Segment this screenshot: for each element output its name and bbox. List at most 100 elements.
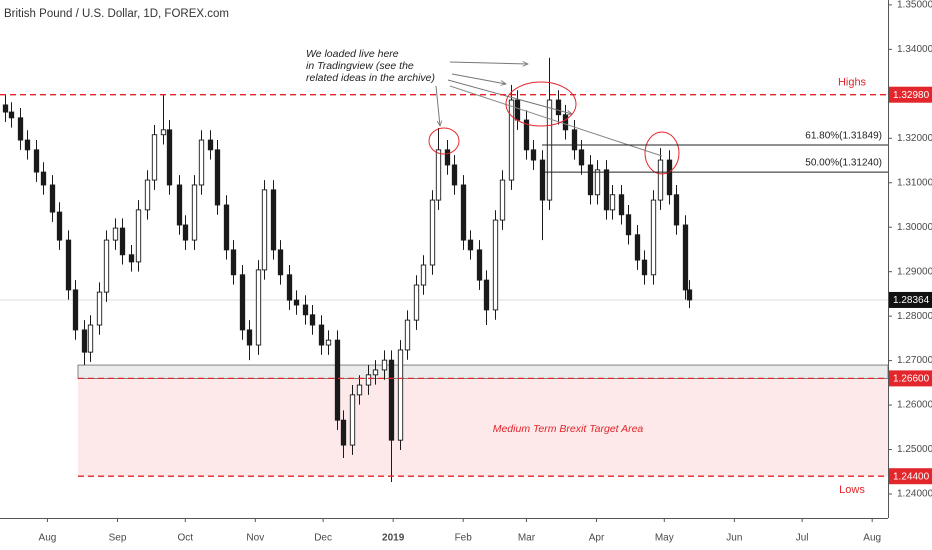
overlay: 61.80%(1.31849) 50.00%(1.31240) We loaded … <box>0 48 888 496</box>
candle <box>523 110 530 160</box>
candle-body <box>546 99 553 201</box>
candle <box>151 124 158 190</box>
candle-body <box>562 114 569 131</box>
arrow <box>451 73 506 84</box>
annotation-text: We loaded live here <box>306 48 399 60</box>
price-tag-label: 1.26600 <box>893 374 930 385</box>
candle <box>634 224 641 270</box>
candle <box>571 120 578 160</box>
candle-body <box>530 149 537 161</box>
candle-body <box>270 189 277 251</box>
x-tick-label: Aug <box>39 533 57 544</box>
candle <box>72 280 79 340</box>
fib-label: 61.80%(1.31849) <box>805 131 882 142</box>
candle <box>112 218 119 250</box>
candle-body <box>451 164 458 186</box>
y-tick-label: 1.25000 <box>897 444 932 455</box>
candle <box>191 175 198 250</box>
price-tag-label: 1.24400 <box>893 471 930 482</box>
candle-body <box>2 104 9 113</box>
candle <box>261 180 268 280</box>
candle-body <box>144 179 151 211</box>
candle <box>682 215 689 300</box>
candle-body <box>397 349 404 441</box>
candle <box>49 175 56 222</box>
candle <box>214 140 221 215</box>
candle-body <box>650 199 657 276</box>
x-tick-label: Sep <box>109 533 127 544</box>
candle-body <box>293 299 300 306</box>
candle-body <box>476 249 483 281</box>
candle <box>657 148 664 210</box>
x-tick-label: 2019 <box>382 533 405 544</box>
highlight-circle <box>644 131 680 175</box>
highlight-circle <box>428 127 460 155</box>
candle-body <box>302 304 309 316</box>
candle <box>293 290 300 315</box>
candle <box>349 385 356 455</box>
candle-body <box>72 289 79 331</box>
price-tag-label: 1.28364 <box>893 295 930 306</box>
candle-body <box>508 99 515 181</box>
candle <box>246 320 253 361</box>
candle-body <box>381 359 388 371</box>
candle-body <box>686 289 693 301</box>
chart-title: British Pound / U.S. Dollar, 1D, FOREX.c… <box>4 8 229 20</box>
candle <box>17 108 24 150</box>
candle <box>24 130 31 160</box>
candle <box>356 375 363 405</box>
candle-body <box>318 324 325 346</box>
candle <box>650 190 657 285</box>
candle-body <box>483 279 490 311</box>
arrow <box>449 62 528 64</box>
candle <box>340 410 347 458</box>
x-tick-label: Mar <box>518 533 536 544</box>
candle <box>499 170 506 230</box>
y-tick-label: 1.27000 <box>897 355 932 366</box>
candle <box>302 295 309 325</box>
candle <box>223 195 230 260</box>
candle <box>65 230 72 300</box>
x-tick-label: Feb <box>455 533 473 544</box>
candle <box>286 265 293 310</box>
candle-body <box>594 169 601 196</box>
candle-body <box>429 199 436 266</box>
candles <box>2 57 693 482</box>
candle <box>144 170 151 220</box>
candle <box>603 160 610 220</box>
candle <box>404 310 411 360</box>
candle-body <box>555 99 562 116</box>
candle-body <box>388 359 395 441</box>
candle-body <box>666 159 673 196</box>
x-tick-label: May <box>655 533 674 544</box>
candle <box>530 140 537 170</box>
candle-body <box>182 224 189 241</box>
y-tick-label: 1.24000 <box>897 489 932 500</box>
candle <box>666 150 673 205</box>
candle <box>578 140 585 175</box>
candle <box>277 240 284 285</box>
candle <box>56 202 63 250</box>
candle-body <box>435 149 442 201</box>
candle-body <box>255 269 262 346</box>
candle-body <box>618 194 625 216</box>
support-band <box>77 364 889 379</box>
candle <box>8 102 15 128</box>
candle-body <box>103 239 110 293</box>
candle <box>625 204 632 245</box>
candle <box>381 350 388 380</box>
price-tag <box>889 370 932 387</box>
x-tick-label: Apr <box>589 533 605 544</box>
candle <box>476 240 483 290</box>
x-tick-label: Jul <box>796 533 809 544</box>
price-tag <box>889 86 932 103</box>
y-tick-label: 1.28000 <box>897 311 932 322</box>
candle-body <box>539 159 546 201</box>
candle <box>686 280 693 309</box>
candle-body <box>17 117 24 141</box>
candle <box>119 218 126 265</box>
x-tick-label: Jun <box>726 533 742 544</box>
candle <box>365 365 372 395</box>
backdrop: Medium Term Brexit Target Area <box>0 299 889 477</box>
candle <box>87 315 94 362</box>
